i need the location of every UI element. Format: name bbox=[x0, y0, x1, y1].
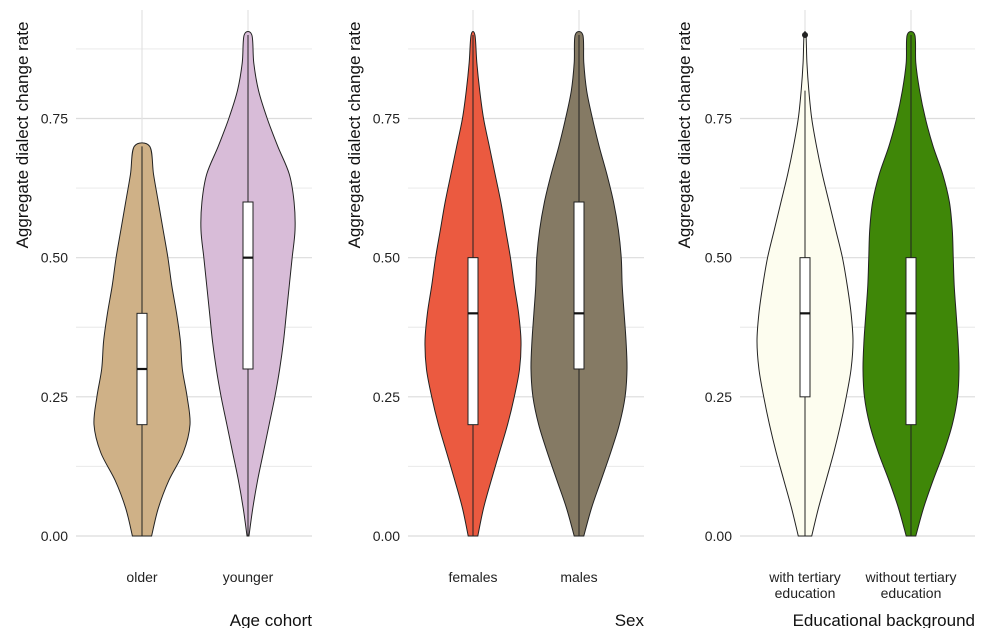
panel-age-cohort: Aggregate dialect change rate Age cohort… bbox=[13, 10, 312, 628]
plot-area: 0.00 0.25 0.50 0.75 females males bbox=[373, 10, 644, 585]
x-axis-label: Age cohort bbox=[230, 611, 312, 628]
x-category-label: younger bbox=[223, 569, 274, 585]
x-axis-label: Sex bbox=[615, 611, 645, 628]
y-axis-label: Aggregate dialect change rate bbox=[675, 22, 694, 249]
y-tick-label: 0.25 bbox=[705, 389, 732, 405]
box-iqr bbox=[905, 257, 917, 426]
plot-area: 0.00 0.25 0.50 0.75 older younger bbox=[41, 10, 312, 585]
box-iqr bbox=[799, 257, 811, 398]
y-tick-label: 0.00 bbox=[373, 528, 400, 544]
box-iqr bbox=[467, 257, 479, 426]
panel-sex: Aggregate dialect change rate Sex 0.000.… bbox=[345, 10, 644, 628]
y-tick-label: 0.50 bbox=[705, 250, 732, 266]
y-tick-label: 0.25 bbox=[41, 389, 68, 405]
x-category-label: without tertiary bbox=[864, 569, 956, 585]
box-iqr bbox=[242, 201, 254, 370]
y-tick-label: 0.00 bbox=[41, 528, 68, 544]
y-tick-label: 0.25 bbox=[373, 389, 400, 405]
x-category-label: females bbox=[448, 569, 497, 585]
y-tick-label: 0.75 bbox=[41, 110, 68, 126]
y-tick-label: 0.75 bbox=[705, 110, 732, 126]
outlier-point bbox=[802, 31, 808, 38]
panel-educational-background: Aggregate dialect change rate Educationa… bbox=[675, 10, 975, 628]
x-axis-label: Educational background bbox=[793, 611, 975, 628]
x-category-label: education bbox=[775, 585, 836, 601]
y-axis-label: Aggregate dialect change rate bbox=[13, 22, 32, 249]
x-category-label: education bbox=[881, 585, 942, 601]
y-tick-label: 0.50 bbox=[373, 250, 400, 266]
y-axis-label: Aggregate dialect change rate bbox=[345, 22, 364, 249]
y-tick-label: 0.75 bbox=[373, 110, 400, 126]
y-tick-label: 0.00 bbox=[705, 528, 732, 544]
y-tick-label: 0.50 bbox=[41, 250, 68, 266]
box-iqr bbox=[573, 201, 585, 370]
x-category-label: with tertiary bbox=[768, 569, 841, 585]
x-category-label: older bbox=[126, 569, 157, 585]
x-category-label: males bbox=[560, 569, 597, 585]
